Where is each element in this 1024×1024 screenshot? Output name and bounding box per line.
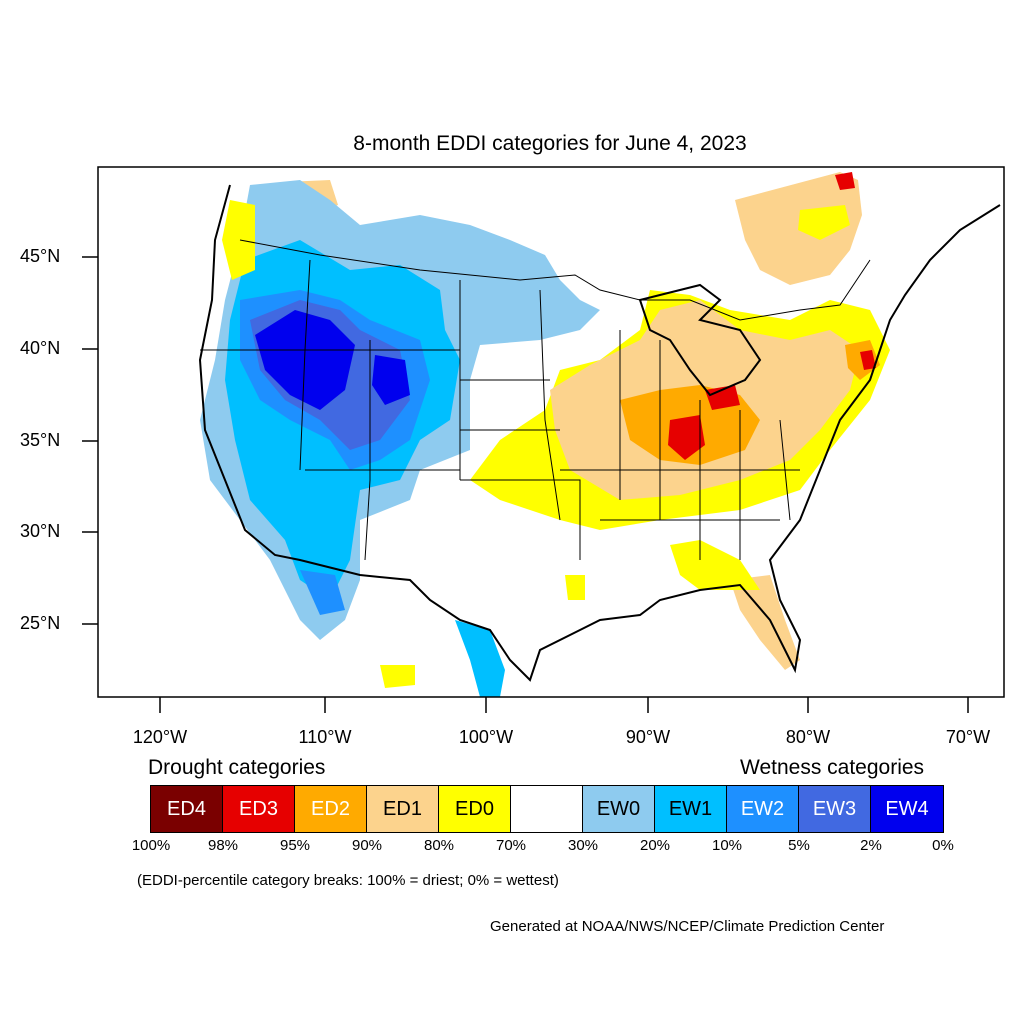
lat-label-25: 25°N <box>20 613 61 633</box>
legend-note: (EDDI-percentile category breaks: 100% =… <box>137 872 559 889</box>
lat-label-35: 35°N <box>20 430 61 450</box>
newengland-ed3 <box>860 350 876 370</box>
state-lines-east <box>539 289 800 560</box>
legend-break-label: 95% <box>279 837 311 854</box>
legend-break-label: 2% <box>860 837 882 854</box>
lon-label-80: 80°W <box>785 727 831 747</box>
legend-color-bar: ED4 ED3 ED2 ED1 ED0 EW0 EW1 EW2 EW3 EW4 <box>150 785 944 833</box>
legend-box-ew3: EW3 <box>799 786 871 832</box>
map-title: 8-month EDDI categories for June 4, 2023 <box>353 132 747 155</box>
legend-break-label: 5% <box>788 837 810 854</box>
canada-ed0-patch <box>798 205 850 240</box>
lon-label-100: 100°W <box>458 727 514 747</box>
legend-break-label: 0% <box>932 837 954 854</box>
canada-ed3-patch <box>835 172 855 190</box>
legend-break-label: 98% <box>207 837 239 854</box>
lon-label-70: 70°W <box>945 727 991 747</box>
pacnw-ed0 <box>222 200 255 280</box>
legend-break-label: 80% <box>423 837 455 854</box>
us-canada-border <box>239 239 871 321</box>
legend-box-ed4: ED4 <box>151 786 223 832</box>
lat-label-30: 30°N <box>20 521 61 541</box>
legend-break-label: 10% <box>711 837 743 854</box>
legend-box-ed3: ED3 <box>223 786 295 832</box>
credit-line: Generated at NOAA/NWS/NCEP/Climate Predi… <box>490 918 885 935</box>
legend-break-label: 100% <box>131 837 171 854</box>
mexico-ew1-region <box>455 620 505 697</box>
lon-label-110: 110°W <box>298 727 352 747</box>
wetness-heading: Wetness categories <box>740 756 925 779</box>
map-outlines <box>198 184 1001 682</box>
ohio-valley-ed3 <box>668 415 705 460</box>
legend-box-ew2: EW2 <box>727 786 799 832</box>
ohio-ed3-patch <box>705 385 740 410</box>
legend-box-ew1: EW1 <box>655 786 727 832</box>
legend-break-label: 70% <box>495 837 527 854</box>
mexico-ed0 <box>380 665 415 688</box>
us-outline <box>198 184 1001 682</box>
legend-box-neutral <box>511 786 583 832</box>
legend-box-ew4: EW4 <box>871 786 943 832</box>
drought-heading: Drought categories <box>148 756 326 779</box>
lat-label-40: 40°N <box>20 338 61 358</box>
baja-ew-region <box>300 570 345 615</box>
lon-label-90: 90°W <box>625 727 671 747</box>
legend-box-ed1: ED1 <box>367 786 439 832</box>
texas-ed0 <box>565 575 585 600</box>
legend-break-label: 30% <box>567 837 599 854</box>
lat-label-45: 45°N <box>20 246 61 266</box>
plot-frame <box>97 166 1005 698</box>
georgia-ed0 <box>670 540 760 590</box>
legend-break-label: 90% <box>351 837 383 854</box>
great-lakes <box>638 283 762 397</box>
colorado-ew4-patch <box>372 355 410 405</box>
legend-box-ed0: ED0 <box>439 786 511 832</box>
axis-ticks <box>82 256 969 713</box>
state-lines-west <box>200 259 581 561</box>
legend-break-label: 20% <box>639 837 671 854</box>
legend-box-ew0: EW0 <box>583 786 655 832</box>
map-plot-area <box>200 172 890 697</box>
lon-label-120: 120°W <box>132 727 188 747</box>
legend-box-ed2: ED2 <box>295 786 367 832</box>
